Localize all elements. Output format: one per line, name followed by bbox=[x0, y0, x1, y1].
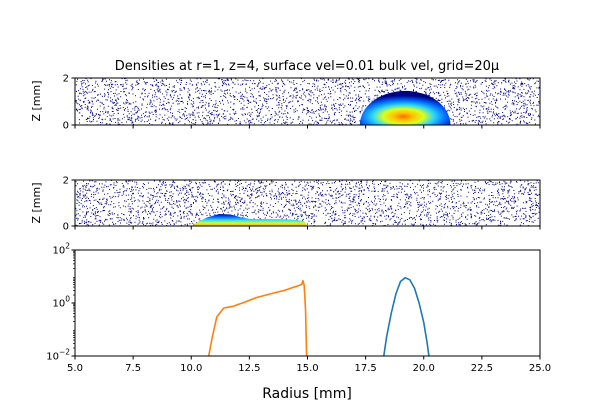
middle-panel-background bbox=[75, 180, 540, 226]
x-tick-label: 22.5 bbox=[471, 363, 493, 374]
x-tick-label: 20.0 bbox=[413, 363, 435, 374]
y-tick-label: 0 bbox=[63, 121, 69, 132]
top-panel: 02 Z [mm] bbox=[30, 74, 541, 132]
bottom-panel-lines bbox=[207, 276, 430, 356]
middle-panel-ylabel: Z [mm] bbox=[30, 182, 43, 223]
x-tick-label: 5.0 bbox=[67, 363, 83, 374]
series-line-1 bbox=[207, 279, 308, 356]
figure-title: Densities at r=1, z=4, surface vel=0.01 … bbox=[115, 59, 499, 74]
x-tick-label: 12.5 bbox=[238, 363, 260, 374]
middle-panel-density-layer bbox=[191, 214, 308, 226]
top-panel-ylabel: Z [mm] bbox=[30, 80, 43, 121]
top-panel-x-ticks bbox=[74, 125, 541, 129]
top-panel-background bbox=[75, 78, 540, 125]
x-tick-label: 17.5 bbox=[354, 363, 376, 374]
top-panel-y-ticks: 02 bbox=[63, 74, 75, 132]
series-line-0 bbox=[383, 276, 430, 356]
middle-panel-x-ticks bbox=[74, 226, 541, 230]
bottom-panel-x-ticks: 5.0 7.5 10.0 12.5 15.0 17.5 20.0 22.5 25.0 bbox=[67, 356, 551, 374]
x-axis-label: Radius [mm] bbox=[262, 386, 352, 400]
x-tick-label: 15.0 bbox=[296, 363, 318, 374]
x-tick-label: 25.0 bbox=[529, 363, 551, 374]
y-tick-label: 2 bbox=[63, 74, 69, 85]
noise-speckle bbox=[75, 78, 540, 125]
bottom-panel-background bbox=[75, 250, 540, 356]
top-panel-noise bbox=[75, 78, 540, 125]
bottom-panel: 10−2 100 102 5.0 7.5 10.0 12.5 15.0 17.5 20.0 22.… bbox=[46, 242, 551, 400]
y-tick-label: 10−2 bbox=[46, 348, 70, 363]
bottom-panel-y-ticks: 10−2 100 102 bbox=[46, 242, 75, 363]
x-tick-label: 7.5 bbox=[125, 363, 141, 374]
middle-panel: 02 Z [mm] bbox=[30, 176, 541, 233]
middle-panel-y-ticks: 02 bbox=[63, 176, 75, 233]
y-tick-label: 0 bbox=[63, 222, 69, 233]
middle-panel-noise bbox=[75, 180, 540, 226]
y-tick-label: 102 bbox=[52, 242, 70, 257]
top-panel-density-blob bbox=[359, 90, 451, 125]
x-tick-label: 10.0 bbox=[180, 363, 202, 374]
density-blob bbox=[359, 90, 451, 125]
y-tick-label: 2 bbox=[63, 176, 69, 187]
noise-speckle bbox=[75, 180, 540, 226]
y-tick-label: 100 bbox=[52, 295, 70, 310]
density-layer bbox=[191, 214, 308, 226]
